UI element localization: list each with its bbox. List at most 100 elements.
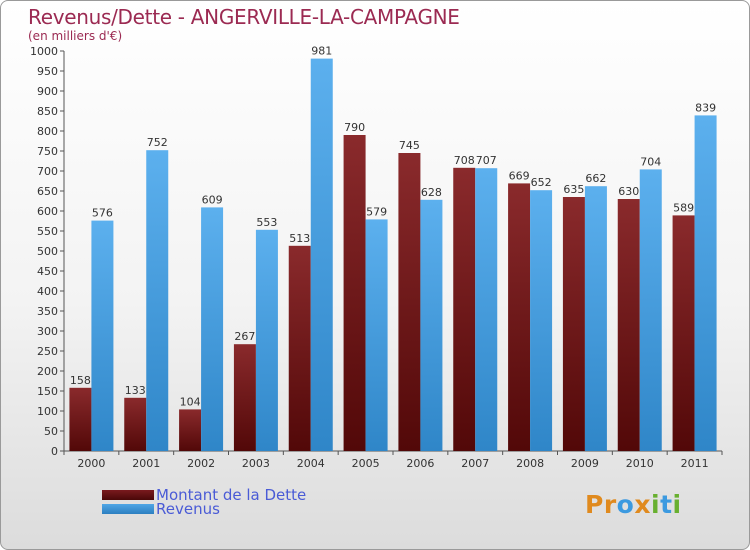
x-tick-label: 2001 <box>132 457 160 470</box>
logo-letter: x <box>634 490 651 519</box>
x-tick-label: 2008 <box>516 457 544 470</box>
logo-letter: o <box>616 490 635 519</box>
chart-axes: 0 50 100 150 200 250 300 350 400 450 500 550 600 650 7… <box>30 45 723 470</box>
y-tick-label: 600 <box>37 205 58 218</box>
value-label-revenue: 707 <box>476 154 497 167</box>
y-tick-label: 200 <box>37 365 58 378</box>
x-tick-label: 2006 <box>406 457 434 470</box>
bar-revenue <box>365 219 388 451</box>
value-label-debt: 589 <box>673 201 694 214</box>
value-label-revenue: 704 <box>640 155 661 168</box>
bar-revenue <box>91 220 114 451</box>
legend-label-debt: Montant de la Dette <box>156 486 307 504</box>
logo-letter: t <box>660 490 673 519</box>
bar-revenue <box>639 169 662 451</box>
value-label-debt: 708 <box>454 154 475 167</box>
y-tick-label: 400 <box>37 285 58 298</box>
x-tick-label: 2010 <box>626 457 654 470</box>
logo-letter: P <box>585 490 604 519</box>
y-tick-label: 0 <box>51 445 58 458</box>
bar-revenue <box>201 207 224 451</box>
y-tick-label: 450 <box>37 265 58 278</box>
value-label-revenue: 579 <box>366 205 387 218</box>
bar-debt <box>124 397 147 451</box>
y-tick-label: 550 <box>37 225 58 238</box>
bar-debt <box>672 215 695 451</box>
x-tick-label: 2005 <box>352 457 380 470</box>
x-tick-label: 2003 <box>242 457 270 470</box>
y-tick-label: 700 <box>37 165 58 178</box>
y-tick-label: 300 <box>37 325 58 338</box>
bar-revenue <box>530 190 553 451</box>
y-tick-label: 250 <box>37 345 58 358</box>
bar-revenue <box>584 186 607 451</box>
y-tick-label: 350 <box>37 305 58 318</box>
value-label-debt: 630 <box>618 185 639 198</box>
chart-bars <box>69 58 717 452</box>
chart-value-labels: 158 576 133 752 104 609 267 553 513 981 790 579 745 6… <box>70 45 716 409</box>
value-label-revenue: 609 <box>202 193 223 206</box>
y-tick-label: 500 <box>37 245 58 258</box>
y-tick-label: 650 <box>37 185 58 198</box>
logo-letter: i <box>651 490 661 519</box>
bar-debt <box>179 409 202 451</box>
y-tick-label: 150 <box>37 385 58 398</box>
y-tick-label: 1000 <box>30 45 58 58</box>
bar-debt <box>617 199 640 451</box>
x-tick-label: 2009 <box>571 457 599 470</box>
value-label-debt: 267 <box>234 330 255 343</box>
value-label-revenue: 576 <box>92 207 113 220</box>
x-tick-label: 2002 <box>187 457 215 470</box>
value-label-debt: 513 <box>289 232 310 245</box>
bar-debt <box>508 183 531 451</box>
value-label-revenue: 628 <box>421 186 442 199</box>
y-tick-label: 900 <box>37 85 58 98</box>
y-tick-label: 100 <box>37 405 58 418</box>
bar-debt <box>562 197 585 451</box>
y-tick-label: 800 <box>37 125 58 138</box>
value-label-revenue: 662 <box>585 172 606 185</box>
value-label-debt: 133 <box>125 384 146 397</box>
value-label-revenue: 752 <box>147 136 168 149</box>
x-tick-label: 2000 <box>77 457 105 470</box>
value-label-debt: 104 <box>180 395 201 408</box>
value-label-revenue: 652 <box>531 176 552 189</box>
bar-debt <box>398 153 421 451</box>
y-tick-label: 50 <box>44 425 58 438</box>
bar-revenue <box>146 150 169 451</box>
legend-swatch-revenue <box>102 504 154 514</box>
bar-debt <box>343 135 366 451</box>
value-label-debt: 745 <box>399 139 420 152</box>
y-tick-label: 950 <box>37 65 58 78</box>
value-label-debt: 669 <box>509 169 530 182</box>
x-tick-label: 2004 <box>297 457 325 470</box>
y-tick-label: 850 <box>37 105 58 118</box>
y-tick-label: 750 <box>37 145 58 158</box>
bar-debt <box>233 344 256 451</box>
chart-subtitle: (en milliers d'€) <box>28 29 123 43</box>
value-label-debt: 790 <box>344 121 365 134</box>
legend-label-revenue: Revenus <box>156 500 220 518</box>
logo-letter: r <box>603 490 617 519</box>
x-tick-label: 2007 <box>461 457 489 470</box>
bar-revenue <box>310 58 333 451</box>
value-label-revenue: 981 <box>311 45 332 58</box>
x-tick-label: 2011 <box>681 457 709 470</box>
value-label-revenue: 839 <box>695 101 716 114</box>
bar-debt <box>453 167 476 452</box>
proxiti-logo: Proxiti <box>585 490 682 519</box>
bar-debt <box>288 245 311 451</box>
legend-swatch-debt <box>102 490 154 500</box>
bar-debt <box>69 387 92 451</box>
logo-letter: i <box>672 490 682 519</box>
value-label-debt: 158 <box>70 374 91 387</box>
value-label-debt: 635 <box>563 183 584 196</box>
bar-revenue <box>420 199 443 451</box>
bar-revenue <box>255 229 278 451</box>
bar-revenue <box>475 168 498 451</box>
chart-title: Revenus/Dette - ANGERVILLE-LA-CAMPAGNE <box>28 5 460 29</box>
value-label-revenue: 553 <box>256 216 277 229</box>
bar-revenue <box>694 115 717 452</box>
